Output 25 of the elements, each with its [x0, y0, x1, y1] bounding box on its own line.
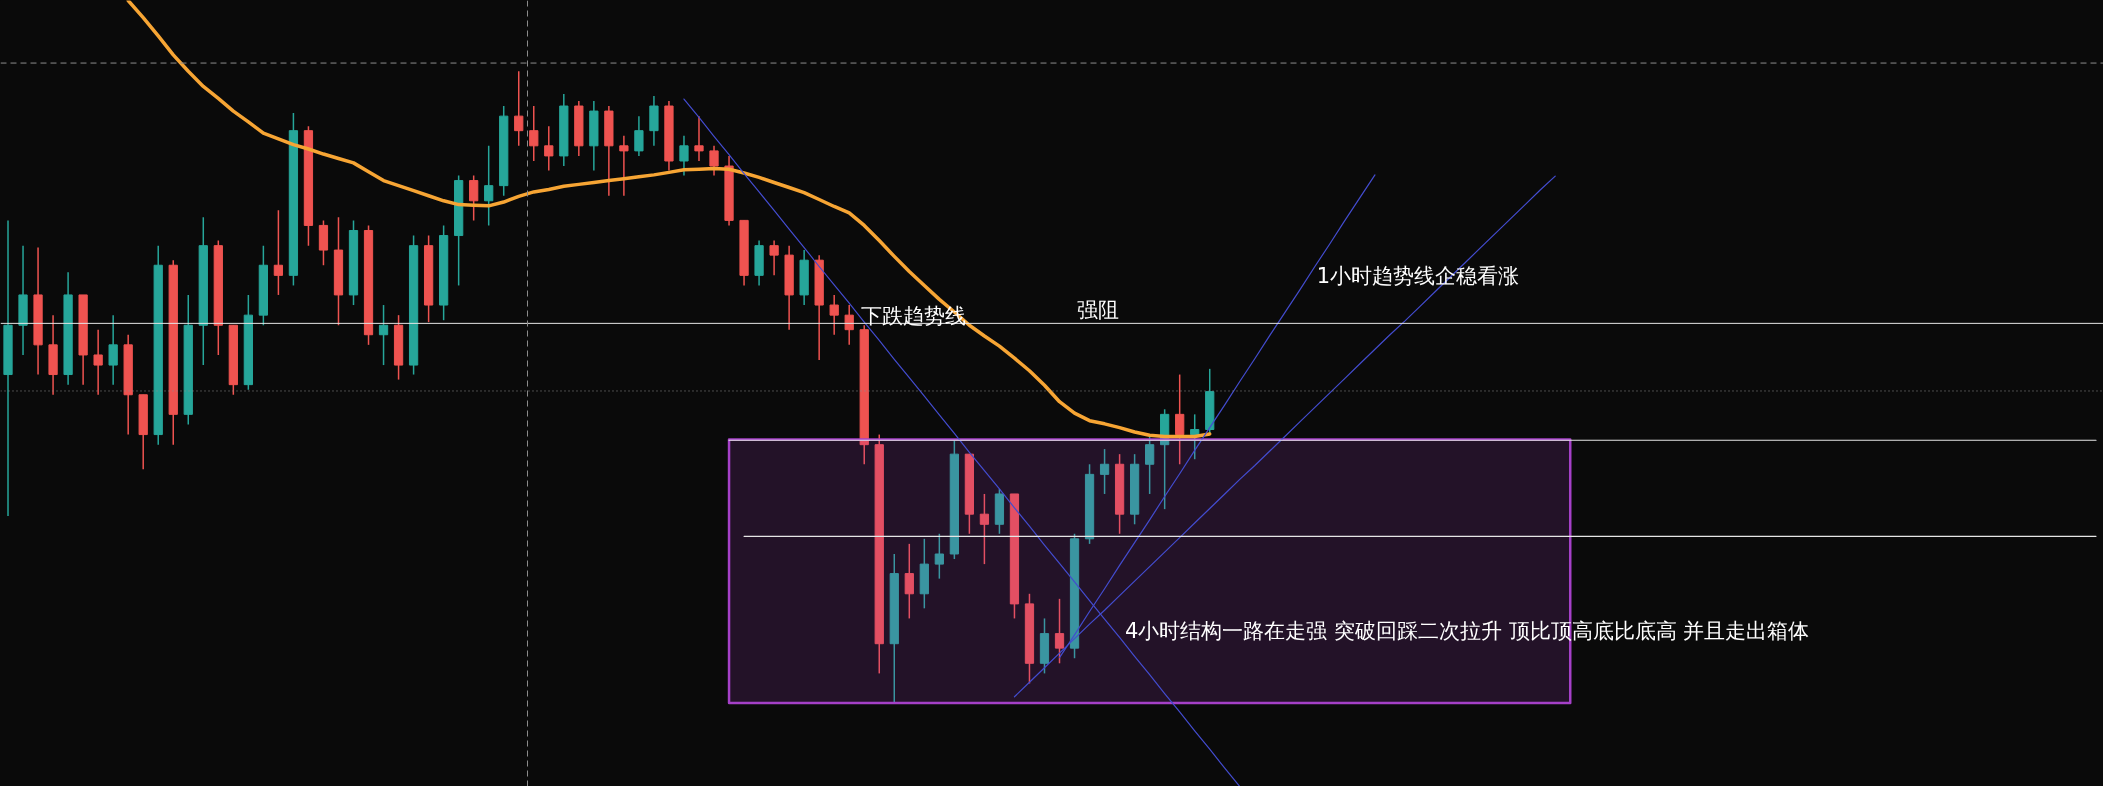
candlestick [829, 294, 839, 336]
candlestick [469, 174, 479, 222]
candlestick [1099, 448, 1110, 495]
annotation: 强阻 [1077, 298, 1120, 323]
candlestick [1054, 598, 1065, 665]
candlestick [1175, 373, 1185, 466]
candlestick [769, 239, 779, 277]
candlestick [484, 145, 494, 227]
candlestick [619, 134, 629, 197]
candlestick [634, 115, 644, 157]
candlestick [544, 125, 554, 172]
candlestick [93, 328, 103, 396]
candlestick [679, 134, 689, 177]
candlestick [108, 314, 118, 386]
candlestick [844, 304, 854, 346]
candlestick [979, 493, 990, 565]
candlestick [529, 105, 539, 162]
candlestick [934, 533, 944, 580]
candlestick [709, 145, 719, 177]
candlestick [694, 115, 704, 162]
candlestick [273, 209, 284, 296]
candlestick [378, 304, 389, 366]
candlestick [904, 543, 914, 620]
candlestick [1190, 413, 1200, 460]
candlestick [514, 70, 524, 147]
